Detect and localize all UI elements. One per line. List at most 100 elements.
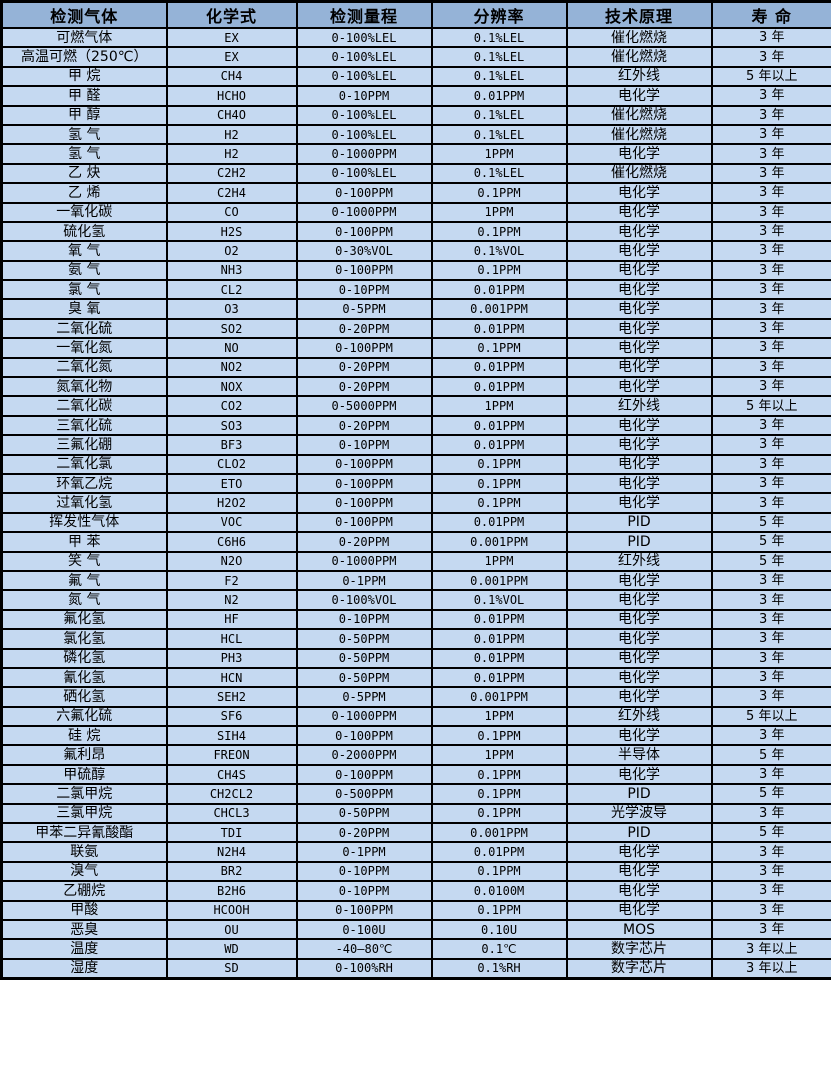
lifespan-cell: 3 年	[710, 220, 831, 243]
gas-cell: 六氟化硫	[0, 705, 168, 728]
column-header-formula: 化学式	[165, 0, 298, 29]
lifespan-cell: 3 年	[710, 492, 831, 514]
principle-cell: 电化学	[565, 85, 713, 107]
gas-cell: 三氟化硼	[0, 434, 168, 456]
formula-cell: HCN	[165, 666, 298, 689]
principle-cell: 红外线	[565, 705, 713, 728]
principle-cell: 电化学	[565, 376, 713, 398]
gas-cell: 湿度	[0, 957, 168, 980]
range-cell: 0-1000PPM	[295, 143, 433, 165]
table-row: 甲 醛 HCHO 0-10PPM 0.01PPM 电化学 3 年	[0, 85, 831, 107]
gas-cell: 氰化氢	[0, 666, 168, 689]
formula-cell: SO2	[165, 317, 298, 340]
table-row: 氨 气 NH3 0-100PPM 0.1PPM 电化学 3 年	[0, 259, 831, 282]
principle-cell: 催化燃烧	[565, 26, 713, 49]
formula-cell: N2O	[165, 550, 298, 572]
principle-cell: 电化学	[565, 666, 713, 689]
resolution-cell: 0.1PPM	[430, 763, 568, 786]
principle-cell: PID	[565, 531, 713, 553]
formula-cell: B2H6	[165, 880, 298, 902]
table-row: 氢 气 H2 0-100%LEL 0.1%LEL 催化燃烧 3 年	[0, 123, 831, 146]
principle-cell: PID	[565, 511, 713, 534]
table-row: 甲酸 HCOOH 0-100PPM 0.1PPM 电化学 3 年	[0, 899, 831, 921]
formula-cell: F2	[165, 569, 298, 592]
lifespan-cell: 3 年	[710, 763, 831, 786]
lifespan-cell: 3 年	[710, 182, 831, 204]
range-cell: 0-100PPM	[295, 453, 433, 476]
table-header: 检测气体 化学式 检测量程 分辨率 技术原理寿 命	[0, 0, 831, 29]
formula-cell: SD	[165, 957, 298, 980]
range-cell: 0-20PPM	[295, 414, 433, 437]
range-cell: 0-50PPM	[295, 647, 433, 669]
principle-cell: 电化学	[565, 725, 713, 747]
column-header-principle: 技术原理	[565, 0, 713, 29]
lifespan-cell: 3 年	[710, 434, 831, 456]
principle-cell: 电化学	[565, 860, 713, 883]
formula-cell: CHCL3	[165, 802, 298, 825]
formula-cell: N2	[165, 589, 298, 611]
table-row: 湿度 SD 0-100%RH 0.1%RH 数字芯片 3 年以上	[0, 957, 831, 980]
column-header-gas: 检测气体	[0, 0, 168, 29]
gas-cell: 氯 气	[0, 279, 168, 301]
table-row: 三氧化硫 SO3 0-20PPM 0.01PPM 电化学 3 年	[0, 414, 831, 437]
gas-cell: 氢 气	[0, 123, 168, 146]
resolution-cell: 0.1%LEL	[430, 26, 568, 49]
formula-cell: BR2	[165, 860, 298, 883]
range-cell: 0-10PPM	[295, 85, 433, 107]
table-row: 一氧化碳 CO 0-1000PPM 1PPM 电化学 3 年	[0, 201, 831, 223]
gas-cell: 甲 醛	[0, 85, 168, 107]
lifespan-cell: 5 年	[710, 511, 831, 534]
gas-cell: 氨 气	[0, 259, 168, 282]
formula-cell: SIH4	[165, 725, 298, 747]
lifespan-cell: 3 年	[710, 918, 831, 941]
range-cell: 0-500PPM	[295, 783, 433, 805]
principle-cell: 催化燃烧	[565, 162, 713, 185]
lifespan-cell: 5 年以上	[710, 395, 831, 417]
principle-cell: 光学波导	[565, 802, 713, 825]
principle-cell: 电化学	[565, 628, 713, 650]
lifespan-cell: 3 年	[710, 104, 831, 126]
range-cell: 0-100%RH	[295, 957, 433, 980]
resolution-cell: 0.1PPM	[430, 899, 568, 921]
formula-cell: NOX	[165, 376, 298, 398]
formula-cell: PH3	[165, 647, 298, 669]
resolution-cell: 0.01PPM	[430, 317, 568, 340]
resolution-cell: 1PPM	[430, 143, 568, 165]
lifespan-cell: 3 年	[710, 337, 831, 359]
resolution-cell: 0.1%VOL	[430, 240, 568, 262]
principle-cell: 催化燃烧	[565, 46, 713, 68]
gas-cell: 高温可燃（250℃）	[0, 46, 168, 68]
formula-cell: CLO2	[165, 453, 298, 476]
gas-cell: 氮氧化物	[0, 376, 168, 398]
lifespan-cell: 5 年	[710, 531, 831, 553]
range-cell: 0-100PPM	[295, 763, 433, 786]
resolution-cell: 0.1%LEL	[430, 104, 568, 126]
lifespan-cell: 3 年	[710, 201, 831, 223]
table-row: 氧 气 O2 0-30%VOL 0.1%VOL 电化学 3 年	[0, 240, 831, 262]
resolution-cell: 0.01PPM	[430, 666, 568, 689]
range-cell: 0-50PPM	[295, 802, 433, 825]
lifespan-cell: 3 年	[710, 860, 831, 883]
resolution-cell: 0.10U	[430, 918, 568, 941]
gas-cell: 三氧化硫	[0, 414, 168, 437]
lifespan-cell: 3 年	[710, 880, 831, 902]
range-cell: 0-1PPM	[295, 841, 433, 863]
lifespan-cell: 5 年	[710, 821, 831, 844]
range-cell: 0-20PPM	[295, 376, 433, 398]
gas-cell: 甲 醇	[0, 104, 168, 126]
range-cell: 0-20PPM	[295, 356, 433, 379]
gas-cell: 二氧化硫	[0, 317, 168, 340]
table-row: 过氧化氢 H2O2 0-100PPM 0.1PPM 电化学 3 年	[0, 492, 831, 514]
gas-sensor-spec-table: 检测气体 化学式 检测量程 分辨率 技术原理寿 命 可燃气体 EX 0-100%LEL 0.1…	[0, 0, 831, 981]
principle-cell: 电化学	[565, 220, 713, 243]
range-cell: 0-100PPM	[295, 492, 433, 514]
lifespan-cell: 3 年	[710, 259, 831, 282]
resolution-cell: 0.001PPM	[430, 569, 568, 592]
lifespan-cell: 5 年	[710, 744, 831, 766]
lifespan-cell: 3 年	[710, 686, 831, 708]
table-row: 硒化氢 SEH2 0-5PPM 0.001PPM 电化学 3 年	[0, 686, 831, 708]
table-row: 二氧化氯 CLO2 0-100PPM 0.1PPM 电化学 3 年	[0, 453, 831, 476]
lifespan-cell: 3 年	[710, 143, 831, 165]
principle-cell: 电化学	[565, 880, 713, 902]
